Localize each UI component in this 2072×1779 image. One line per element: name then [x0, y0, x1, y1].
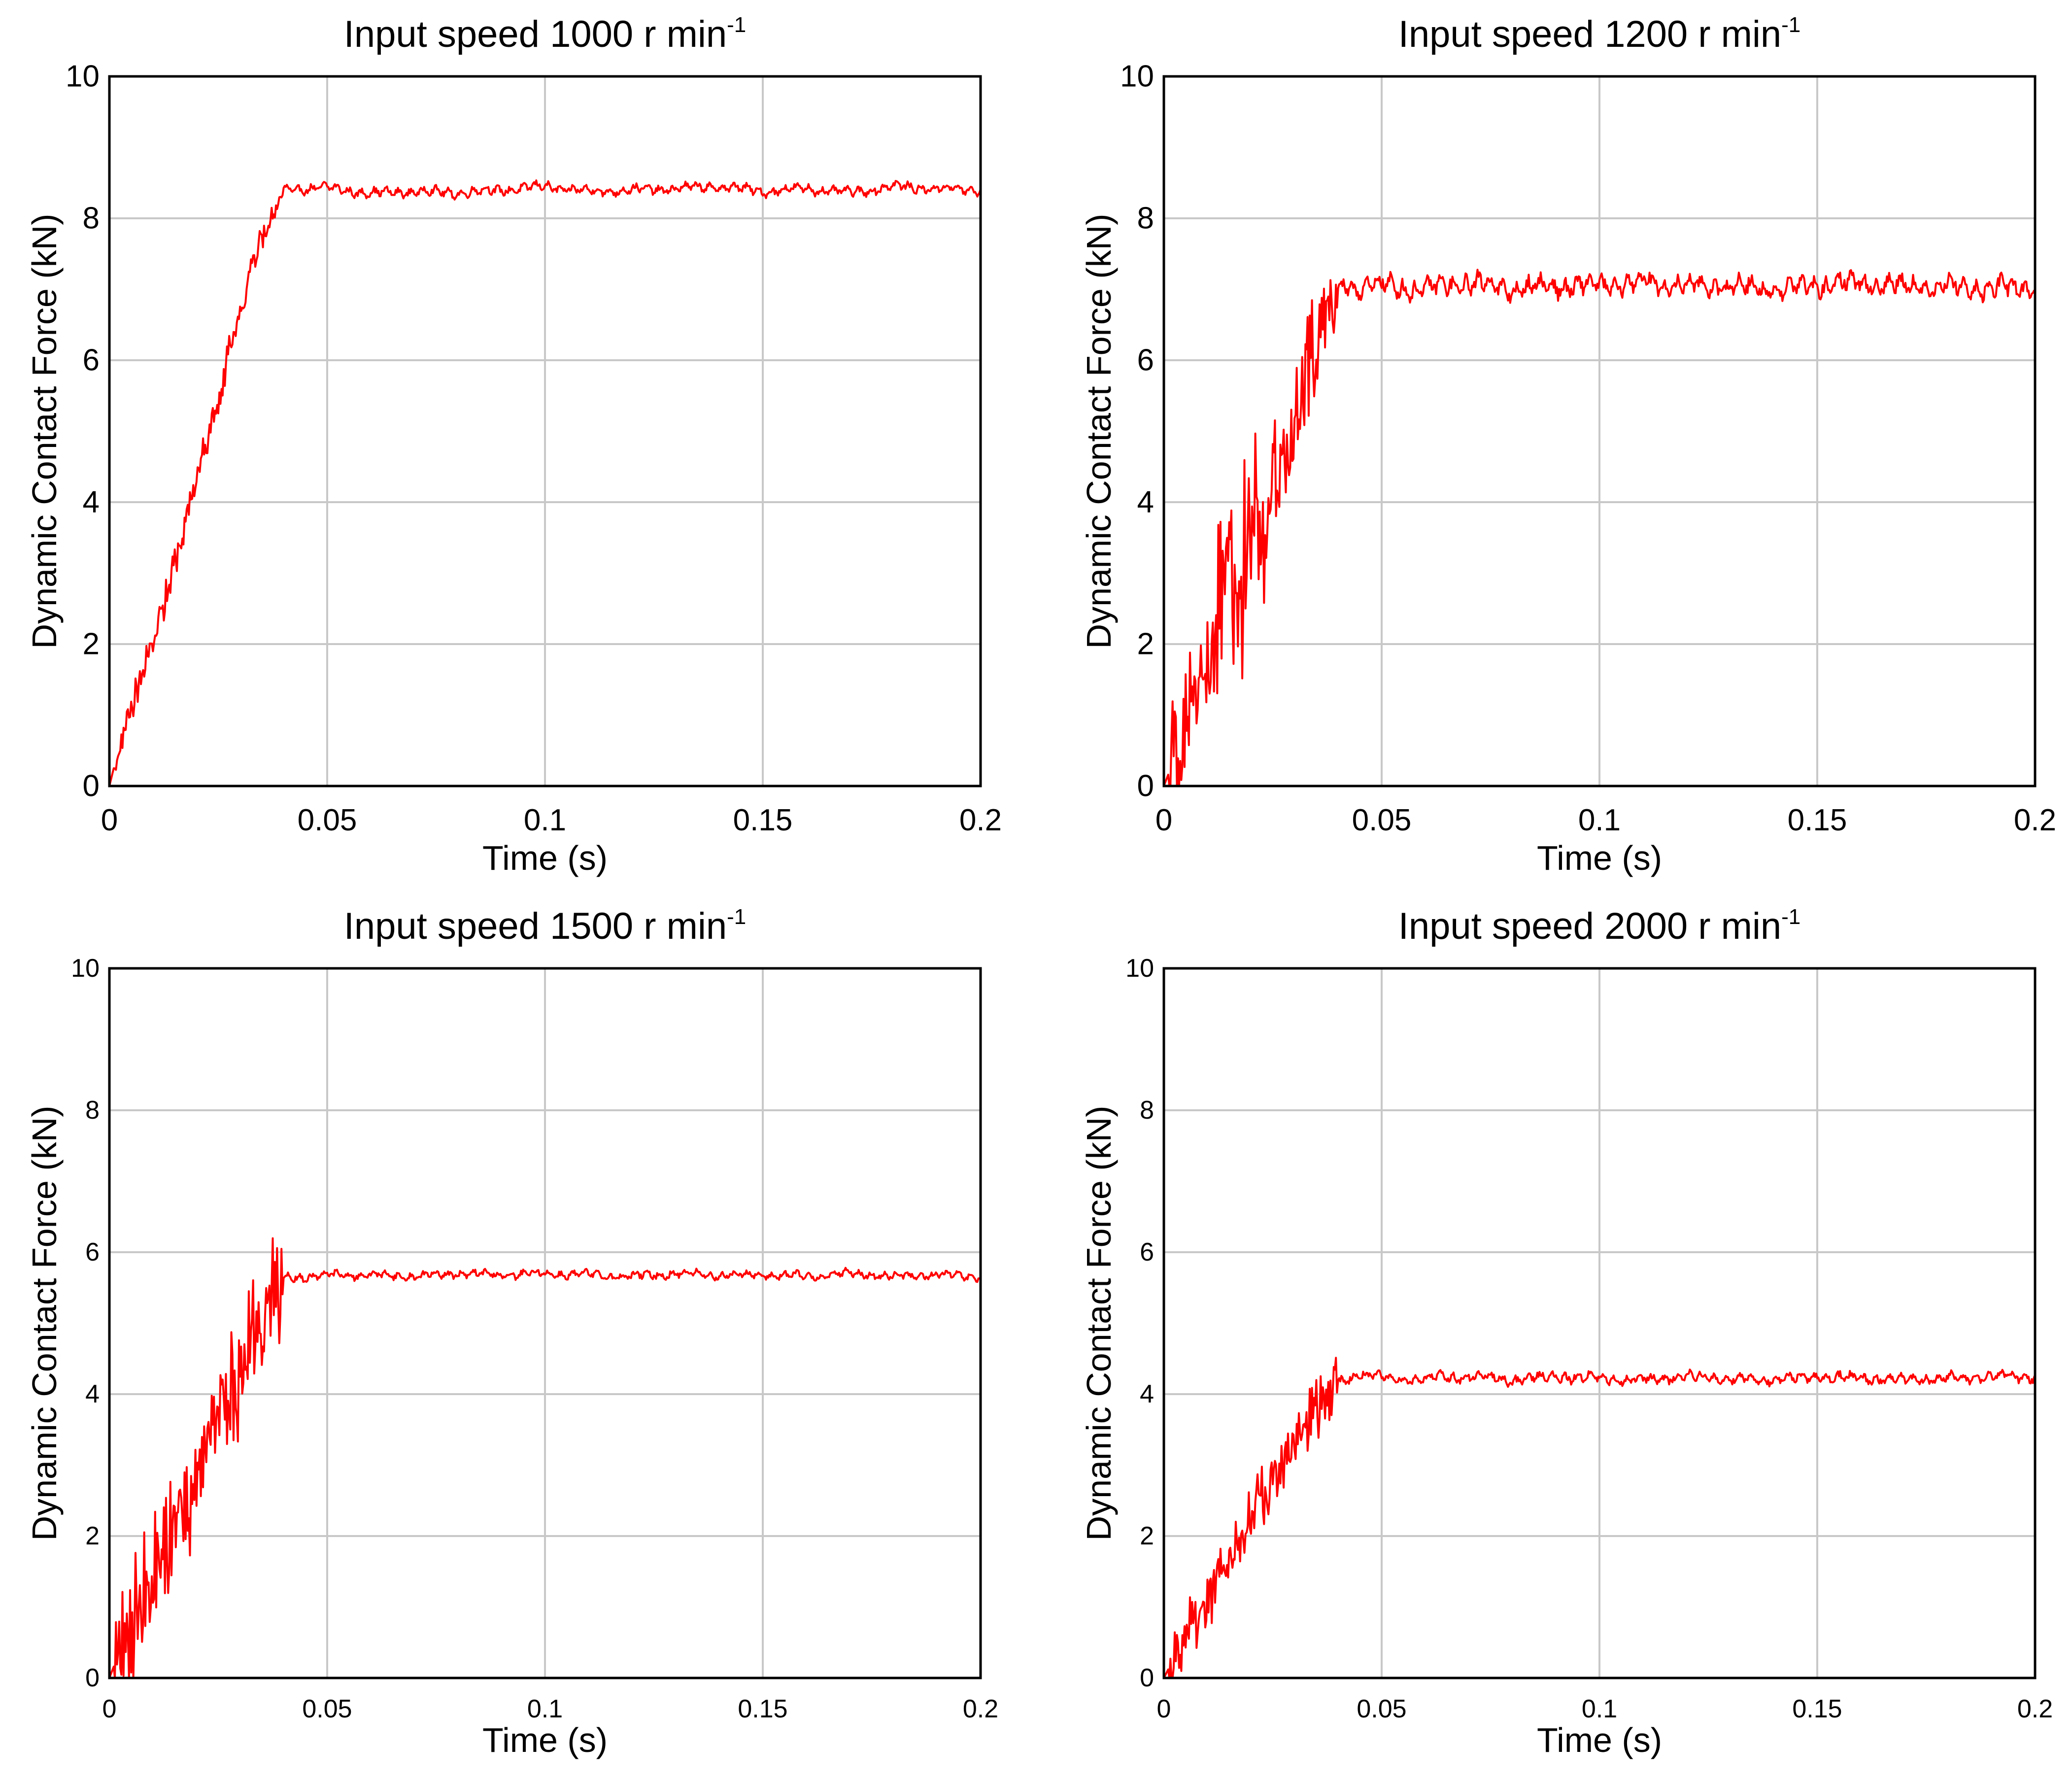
plot-frame	[108, 75, 982, 787]
x-tick-label: 0.15	[738, 1695, 787, 1723]
x-tick-label: 0	[101, 803, 118, 837]
chart-title: Input speed 2000 r min-1	[1398, 905, 1801, 947]
chart-panel-4: 0 0.05 0.1 0.15 0.2 0 2 4 6 8 10 Input speed 2000 r…	[1054, 892, 2072, 1779]
y-tick-label: 6	[1137, 343, 1154, 377]
x-tick-label: 0.2	[963, 1695, 998, 1723]
chart-svg-1: 0 0.05 0.1 0.15 0.2 0 2 4 6 8 10 Input speed 1000 r…	[25, 13, 1002, 877]
x-tick-label: 0.05	[1352, 803, 1412, 837]
chart-title: Input speed 1500 r min-1	[344, 905, 747, 947]
y-tick-label: 8	[83, 202, 100, 236]
y-tick-label: 10	[66, 60, 100, 94]
y-tick-label: 8	[1140, 1096, 1154, 1125]
series-line-1	[108, 1237, 982, 1679]
x-axis-label: Time (s)	[482, 839, 608, 877]
y-tick-label: 2	[85, 1522, 100, 1550]
x-axis-label: Time (s)	[482, 1721, 608, 1759]
series-line-1	[1163, 269, 2036, 787]
chart-panel-3: 0 0.05 0.1 0.15 0.2 0 2 4 6 8 10 Input speed 1500 r…	[0, 892, 1035, 1779]
y-tick-label: 4	[1140, 1380, 1154, 1408]
plot-frame	[1162, 75, 2037, 787]
x-tick-label: 0.2	[2014, 803, 2056, 837]
x-axis-label: Time (s)	[1537, 1721, 1662, 1759]
x-tick-label: 0.1	[527, 1695, 563, 1723]
y-tick-label: 6	[1140, 1238, 1154, 1266]
y-tick-label: 2	[1137, 627, 1154, 661]
x-tick-label: 0.05	[298, 803, 357, 837]
y-tick-label: 6	[83, 343, 100, 377]
x-tick-label: 0.05	[1357, 1695, 1406, 1723]
chart-title: Input speed 1200 r min-1	[1398, 13, 1801, 55]
y-tick-label: 4	[85, 1380, 100, 1408]
y-axis-label: Dynamic Contact Force (kN)	[1080, 1106, 1118, 1541]
y-tick-label: 8	[85, 1096, 100, 1125]
x-axis-label: Time (s)	[1537, 839, 1662, 877]
y-tick-label: 10	[1125, 954, 1154, 983]
y-tick-label: 2	[1140, 1522, 1154, 1550]
y-tick-label: 0	[83, 769, 100, 803]
y-tick-label: 2	[83, 627, 100, 661]
y-tick-label: 10	[1120, 60, 1154, 94]
chart-title: Input speed 1000 r min-1	[344, 13, 747, 55]
chart-panel-1: 0 0.05 0.1 0.15 0.2 0 2 4 6 8 10 Input speed 1000 r…	[0, 0, 1035, 887]
y-tick-label: 0	[85, 1664, 100, 1692]
y-tick-label: 4	[83, 485, 100, 519]
plot-frame	[108, 967, 982, 1679]
x-tick-label: 0.2	[2017, 1695, 2053, 1723]
plot-frame	[1162, 967, 2037, 1679]
x-tick-label: 0.1	[1582, 1695, 1617, 1723]
x-tick-label: 0	[102, 1695, 117, 1723]
y-tick-label: 10	[71, 954, 100, 983]
y-tick-label: 0	[1137, 769, 1154, 803]
y-tick-label: 8	[1137, 202, 1154, 236]
x-tick-label: 0	[1155, 803, 1172, 837]
x-tick-label: 0.15	[1792, 1695, 1842, 1723]
y-axis-label: Dynamic Contact Force (kN)	[25, 214, 64, 649]
y-tick-label: 4	[1137, 485, 1154, 519]
chart-svg-2: 0 0.05 0.1 0.15 0.2 0 2 4 6 8 10 Input speed 1200 r…	[1080, 13, 2056, 877]
x-tick-label: 0	[1157, 1695, 1171, 1723]
chart-svg-3: 0 0.05 0.1 0.15 0.2 0 2 4 6 8 10 Input speed 1500 r…	[25, 905, 998, 1759]
y-axis-label: Dynamic Contact Force (kN)	[25, 1106, 64, 1541]
x-tick-label: 0.2	[959, 803, 1002, 837]
x-tick-label: 0.15	[733, 803, 793, 837]
y-tick-label: 0	[1140, 1664, 1154, 1692]
y-axis-label: Dynamic Contact Force (kN)	[1080, 214, 1118, 649]
x-tick-label: 0.05	[302, 1695, 352, 1723]
chart-svg-4: 0 0.05 0.1 0.15 0.2 0 2 4 6 8 10 Input speed 2000 r…	[1080, 905, 2053, 1759]
y-tick-label: 6	[85, 1238, 100, 1266]
series-line-1	[1163, 1357, 2036, 1679]
x-tick-label: 0.1	[1578, 803, 1621, 837]
chart-panel-2: 0 0.05 0.1 0.15 0.2 0 2 4 6 8 10 Input speed 1200 r…	[1054, 0, 2072, 887]
x-tick-label: 0.15	[1788, 803, 1847, 837]
series-line-1	[108, 179, 982, 787]
x-tick-label: 0.1	[524, 803, 566, 837]
